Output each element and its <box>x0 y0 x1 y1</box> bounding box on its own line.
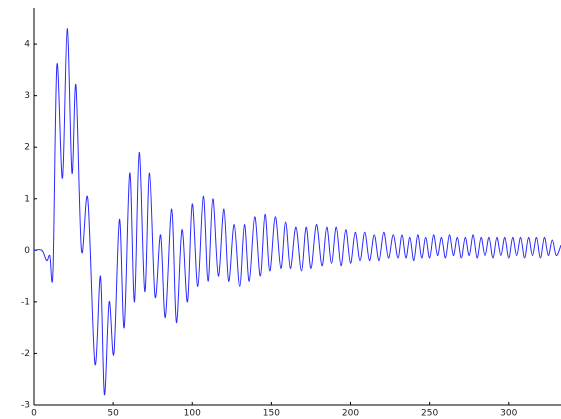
y-tick-label: -3 <box>21 401 30 411</box>
y-tick-label: 3 <box>24 91 30 101</box>
chart: -3 -2 -1 0 1 2 3 4 0 50 100 150 200 250 300 <box>0 0 561 419</box>
x-tick-label: 250 <box>421 409 438 419</box>
signal-line <box>34 29 561 395</box>
x-tick-label: 100 <box>184 409 201 419</box>
x-tick-label: 0 <box>31 409 37 419</box>
y-tick-label: 1 <box>24 194 30 204</box>
x-tick-label: 50 <box>107 409 119 419</box>
x-tick-label: 300 <box>500 409 517 419</box>
y-tick-label: -2 <box>21 349 30 359</box>
y-tick-label: 4 <box>24 40 30 50</box>
x-tick-label: 200 <box>342 409 359 419</box>
y-tick-label: 0 <box>24 246 30 256</box>
y-tick-label: 2 <box>24 143 30 153</box>
x-tick-label: 150 <box>263 409 280 419</box>
y-tick-label: -1 <box>21 297 30 307</box>
